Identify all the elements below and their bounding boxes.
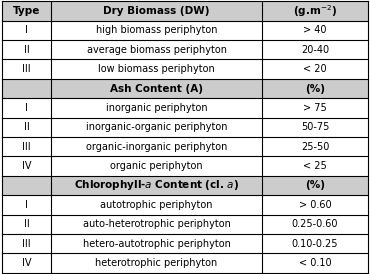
Bar: [2, 79, 368, 98]
Bar: [2, 176, 368, 195]
Text: IV: IV: [22, 258, 31, 268]
Text: high biomass periphyton: high biomass periphyton: [96, 25, 217, 35]
Text: III: III: [22, 64, 31, 74]
Text: Ash Content (A): Ash Content (A): [110, 84, 203, 93]
Text: heterotrophic periphyton: heterotrophic periphyton: [95, 258, 218, 268]
Text: III: III: [22, 239, 31, 249]
Text: III: III: [22, 142, 31, 152]
Text: hetero-autotrophic periphyton: hetero-autotrophic periphyton: [83, 239, 231, 249]
Text: average biomass periphyton: average biomass periphyton: [87, 45, 226, 55]
Text: > 0.60: > 0.60: [299, 200, 332, 210]
Bar: [2, 1, 368, 21]
Text: inorganic-organic periphyton: inorganic-organic periphyton: [86, 122, 227, 132]
Text: < 0.10: < 0.10: [299, 258, 332, 268]
Text: II: II: [24, 219, 30, 229]
Text: 0.10-0.25: 0.10-0.25: [292, 239, 338, 249]
Text: 0.25-0.60: 0.25-0.60: [292, 219, 338, 229]
Text: (g.m$^{-2}$): (g.m$^{-2}$): [293, 3, 337, 19]
Text: II: II: [24, 45, 30, 55]
Text: low biomass periphyton: low biomass periphyton: [98, 64, 215, 74]
Text: 50-75: 50-75: [301, 122, 329, 132]
Text: > 40: > 40: [303, 25, 327, 35]
Text: < 25: < 25: [303, 161, 327, 171]
Text: autotrophic periphyton: autotrophic periphyton: [100, 200, 213, 210]
Text: > 75: > 75: [303, 103, 327, 113]
Text: Dry Biomass (DW): Dry Biomass (DW): [103, 6, 210, 16]
Text: < 20: < 20: [303, 64, 327, 74]
Text: (%): (%): [305, 84, 325, 93]
Text: auto-heterotrophic periphyton: auto-heterotrophic periphyton: [83, 219, 231, 229]
Text: organic periphyton: organic periphyton: [110, 161, 203, 171]
Text: I: I: [25, 25, 28, 35]
Text: I: I: [25, 200, 28, 210]
Text: II: II: [24, 122, 30, 132]
Text: (%): (%): [305, 181, 325, 190]
Text: 25-50: 25-50: [301, 142, 329, 152]
Text: I: I: [25, 103, 28, 113]
Text: inorganic periphyton: inorganic periphyton: [106, 103, 208, 113]
Text: IV: IV: [22, 161, 31, 171]
Text: organic-inorganic periphyton: organic-inorganic periphyton: [86, 142, 227, 152]
Text: Chlorophyll-$a$ Content (cl. $a$): Chlorophyll-$a$ Content (cl. $a$): [74, 178, 239, 192]
Text: Type: Type: [13, 6, 40, 16]
Text: 20-40: 20-40: [301, 45, 329, 55]
